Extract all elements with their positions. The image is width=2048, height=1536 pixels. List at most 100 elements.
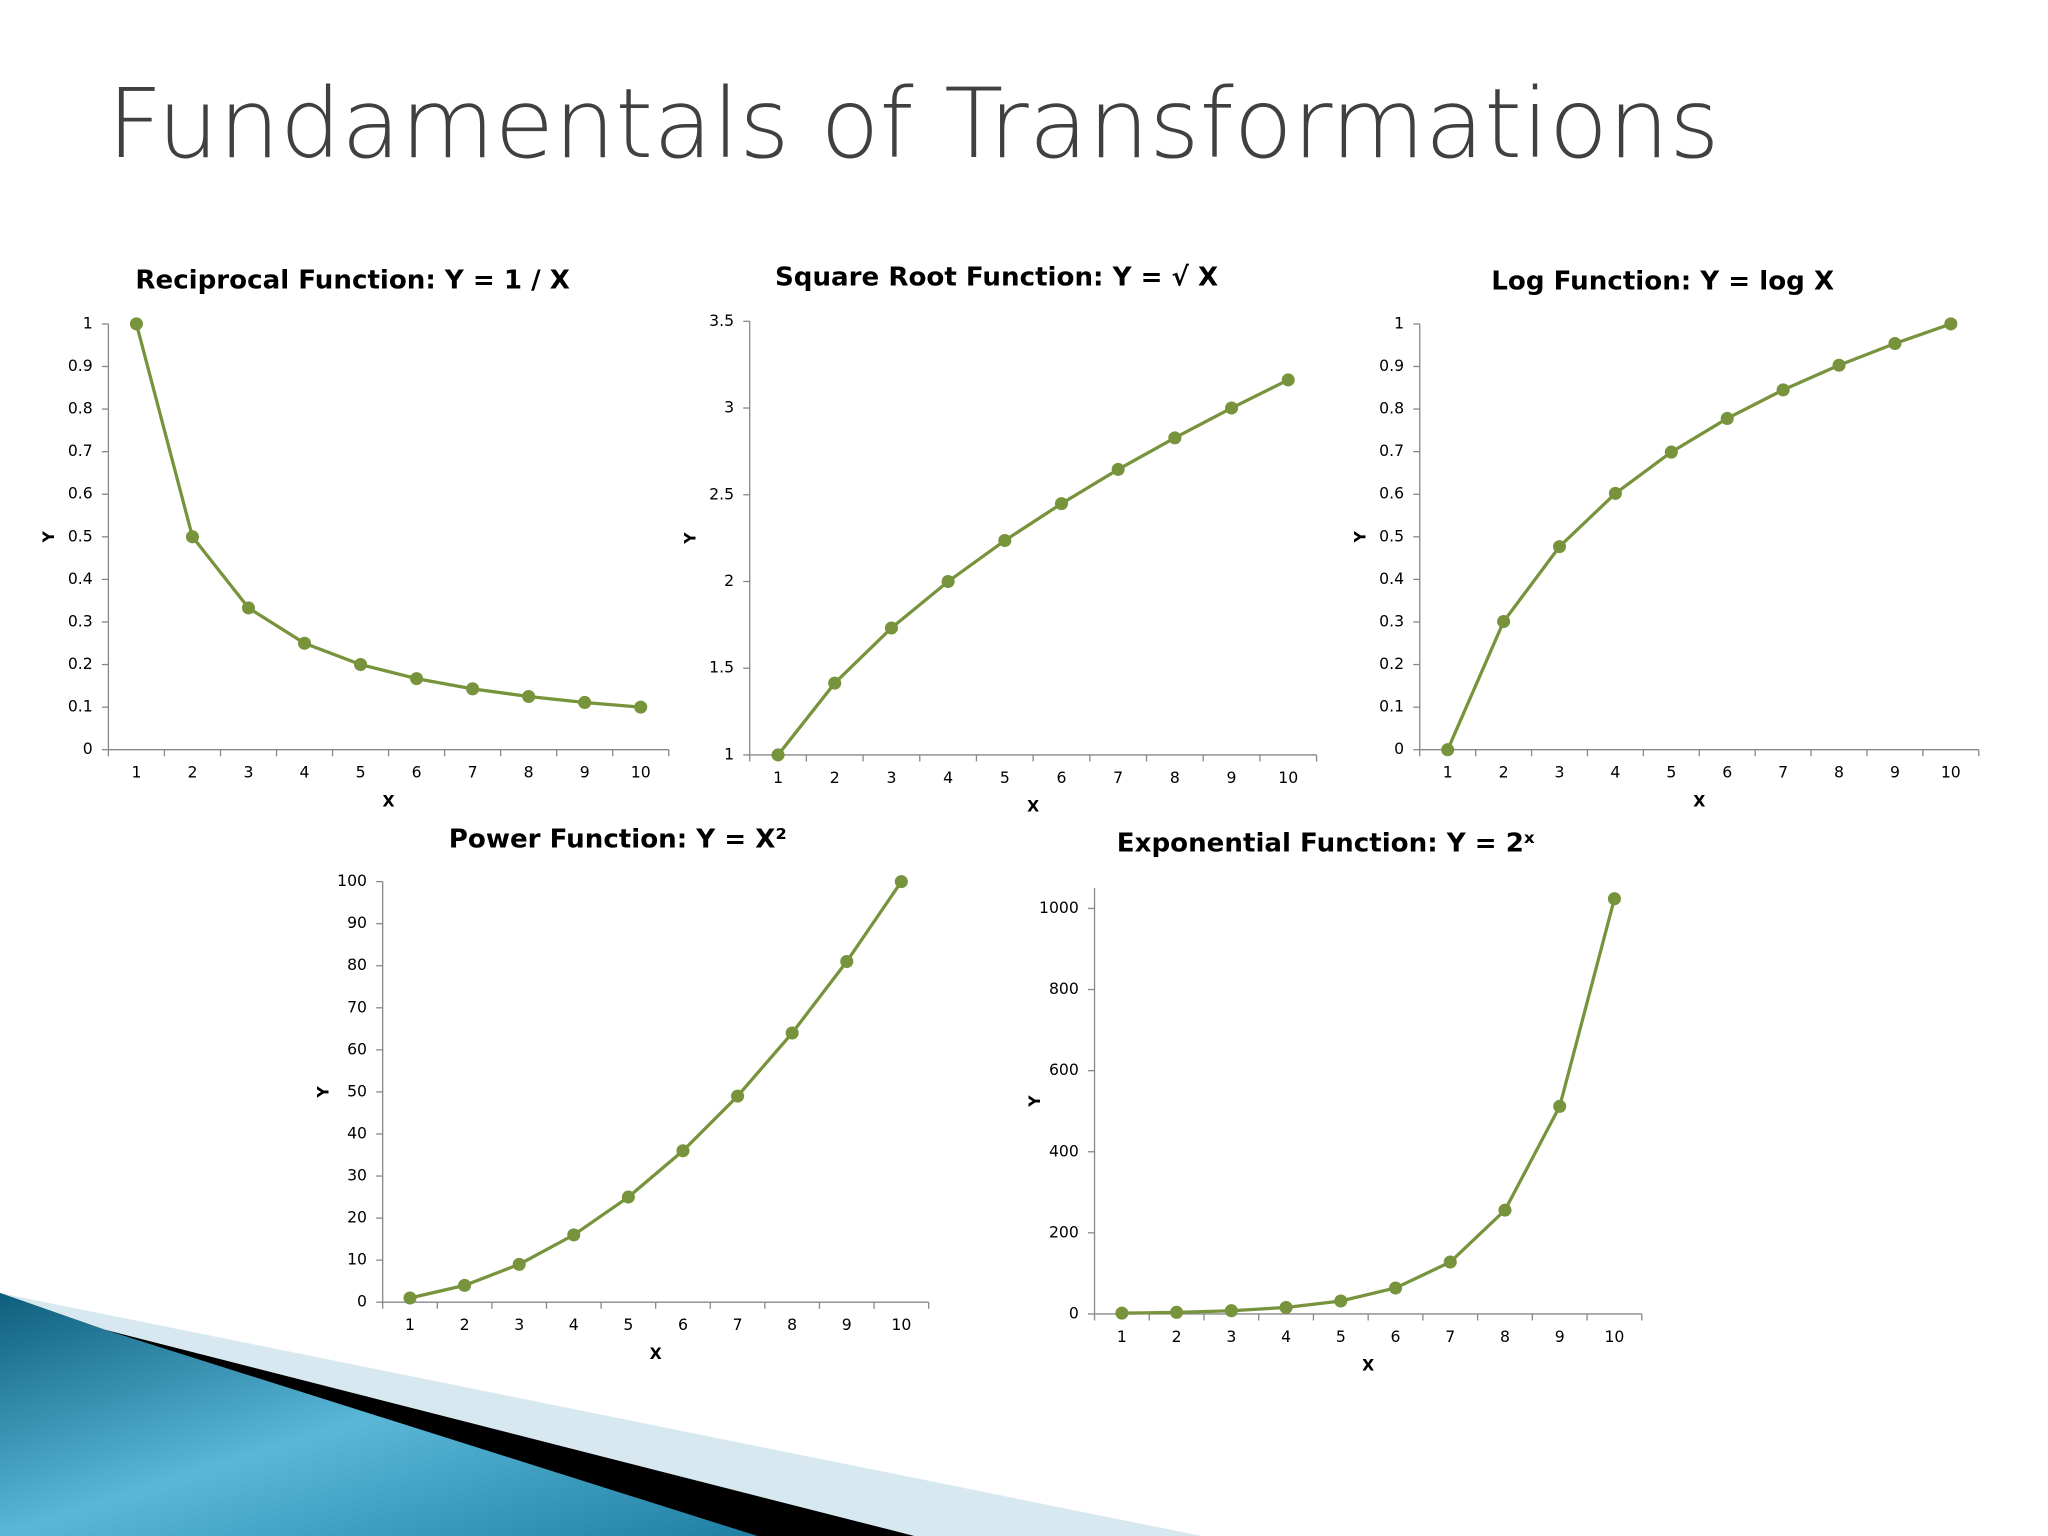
marker	[1944, 317, 1958, 331]
marker	[1441, 743, 1455, 757]
marker	[1497, 615, 1511, 629]
x-axis-label: X	[1693, 791, 1705, 810]
line	[134, 323, 641, 709]
x-tick-label: 2	[1499, 763, 1509, 782]
x-tick-label: 7	[1778, 763, 1788, 782]
marker	[129, 317, 143, 331]
x-tick-label: 9	[580, 763, 590, 782]
marker	[1608, 486, 1622, 500]
x-tick-label: 10	[1278, 768, 1298, 787]
line	[776, 378, 1289, 756]
y-tick-label: 400	[1049, 1141, 1079, 1160]
marker	[1111, 462, 1125, 476]
marker	[567, 1228, 581, 1242]
x-axis-label: X	[1362, 1356, 1374, 1375]
x-tick-label: 6	[412, 763, 422, 782]
line	[1121, 898, 1617, 1315]
decor-blue	[0, 1293, 758, 1536]
marker	[185, 530, 199, 544]
marker	[403, 1291, 417, 1305]
marker	[1607, 892, 1621, 906]
marker	[1776, 383, 1790, 397]
marker	[297, 636, 312, 650]
x-tick-label: 5	[623, 1315, 633, 1334]
x-tick-label: 8	[1500, 1327, 1510, 1346]
marker	[621, 1190, 635, 1204]
y-axis-label: Y	[1350, 530, 1369, 543]
x-tick-label: 2	[187, 763, 197, 782]
marker	[731, 1089, 745, 1103]
y-tick-label: 70	[347, 997, 367, 1016]
y-tick-label: 0.3	[1379, 611, 1404, 630]
x-tick-label: 1	[131, 763, 141, 782]
y-tick-label: 0.9	[1379, 356, 1404, 375]
y-tick-label: 0	[357, 1292, 367, 1311]
marker	[1170, 1305, 1184, 1319]
y-tick-label: 0.7	[68, 441, 93, 460]
y-tick-label: 0	[1394, 739, 1404, 758]
marker	[785, 1026, 799, 1040]
x-tick-label: 1	[773, 768, 783, 787]
x-tick-label: 4	[1610, 763, 1620, 782]
marker	[1281, 373, 1295, 387]
x-tick-label: 5	[1336, 1327, 1346, 1346]
marker	[1388, 1281, 1403, 1295]
marker	[466, 682, 480, 696]
marker	[1279, 1300, 1293, 1315]
x-axis-label: X	[383, 791, 395, 810]
marker	[1168, 431, 1182, 445]
x-tick-label: 9	[1555, 1327, 1565, 1346]
y-tick-label: 0.7	[1379, 441, 1404, 460]
x-tick-label: 5	[1000, 768, 1010, 787]
x-tick-label: 3	[1226, 1327, 1236, 1346]
y-tick-label: 600	[1049, 1060, 1079, 1079]
marker	[1225, 401, 1239, 415]
y-tick-label: 100	[337, 871, 367, 890]
y-tick-label: 80	[347, 955, 367, 974]
x-tick-label: 8	[787, 1315, 797, 1334]
x-tick-label: 9	[1227, 768, 1237, 787]
chart-title: Square Root Function: Y = √ X	[775, 263, 1218, 293]
y-tick-label: 0.2	[68, 654, 93, 673]
y-tick-label: 0.8	[1379, 399, 1404, 418]
chart-title: Reciprocal Function: Y = 1 / X	[135, 265, 570, 295]
y-tick-label: 0.1	[1379, 697, 1404, 716]
y-tick-label: 0.6	[1379, 484, 1404, 503]
marker	[241, 601, 256, 615]
x-tick-label: 1	[405, 1315, 415, 1334]
y-axis-label: Y	[680, 532, 699, 545]
y-tick-label: 200	[1049, 1222, 1079, 1241]
y-tick-label: 1000	[1039, 898, 1079, 917]
marker	[410, 672, 424, 686]
y-tick-label: 50	[347, 1081, 367, 1100]
x-tick-label: 7	[1445, 1327, 1455, 1346]
x-tick-label: 1	[1117, 1327, 1127, 1346]
y-tick-label: 10	[347, 1250, 367, 1269]
x-tick-label: 10	[1604, 1327, 1624, 1346]
marker	[1888, 336, 1902, 351]
y-tick-label: 90	[347, 913, 367, 932]
marker	[1334, 1294, 1348, 1308]
y-tick-label: 1	[83, 313, 93, 332]
y-tick-label: 60	[347, 1039, 367, 1058]
marker	[578, 695, 592, 709]
y-tick-label: 0.3	[68, 611, 93, 630]
marker	[894, 875, 908, 889]
x-tick-label: 2	[1172, 1327, 1182, 1346]
x-tick-label: 6	[678, 1315, 688, 1334]
marker	[1443, 1255, 1457, 1269]
y-tick-label: 0	[83, 739, 93, 758]
x-tick-label: 1	[1443, 763, 1453, 782]
x-tick-label: 2	[830, 768, 840, 787]
x-tick-label: 4	[943, 768, 953, 787]
marker	[522, 689, 536, 704]
x-tick-label: 10	[631, 763, 651, 782]
x-tick-label: 4	[300, 763, 310, 782]
y-tick-label: 0.9	[68, 356, 93, 375]
y-tick-label: 800	[1049, 979, 1079, 998]
marker	[676, 1144, 690, 1158]
x-tick-label: 8	[1834, 763, 1844, 782]
marker	[458, 1278, 472, 1292]
x-tick-label: 3	[1555, 763, 1565, 782]
x-tick-label: 10	[1941, 763, 1961, 782]
